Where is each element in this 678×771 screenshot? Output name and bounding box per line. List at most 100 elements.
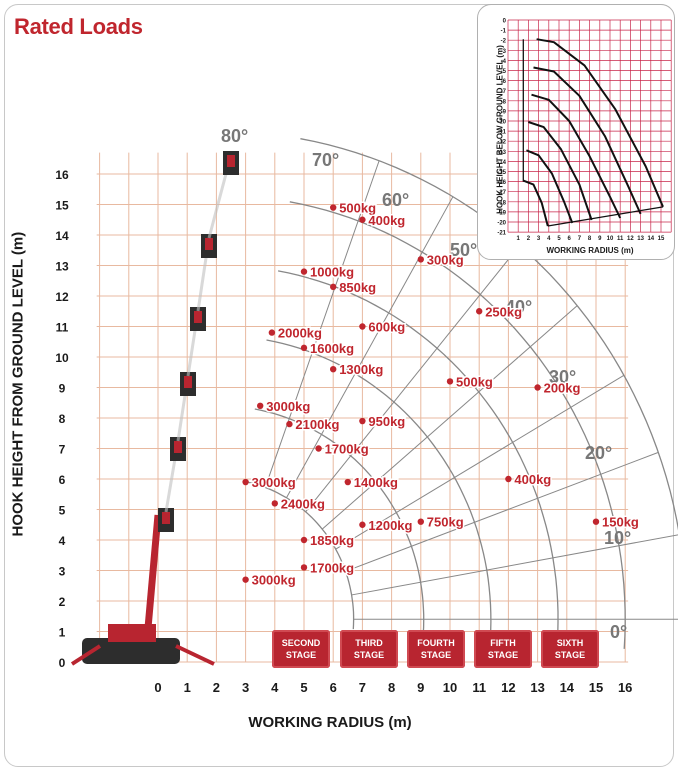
load-point <box>286 420 293 428</box>
y-tick-label: 6 <box>59 473 66 487</box>
x-tick-label: 14 <box>560 680 575 695</box>
inset-y-tick-label: -4 <box>501 59 507 65</box>
inset-y-tick-label: -12 <box>497 140 506 146</box>
angle-label: 10° <box>604 528 631 548</box>
inset-y-tick-label: -20 <box>497 221 506 227</box>
angle-label: 40° <box>505 297 532 317</box>
load-point <box>300 564 308 571</box>
load-value-label: 3000kg <box>252 475 296 490</box>
angle-label: 70° <box>312 150 339 170</box>
load-value-label: 2100kg <box>295 417 339 432</box>
stage-badge-sixth: SIXTH STAGE <box>541 630 599 668</box>
load-point <box>344 478 351 486</box>
crane-hook-block <box>227 155 235 167</box>
x-tick-label: 5 <box>300 680 307 695</box>
x-tick-label: 13 <box>530 680 544 695</box>
load-value-label: 1400kg <box>354 475 398 490</box>
load-value-label: 1850kg <box>310 533 354 548</box>
load-point <box>505 475 512 483</box>
inset-grid <box>507 19 672 233</box>
load-value-label: 500kg <box>339 201 376 216</box>
crane-boom-base <box>144 514 162 629</box>
inset-x-tick-label: 5 <box>557 236 561 242</box>
y-tick-label: 12 <box>55 290 69 304</box>
inset-curve <box>526 149 574 224</box>
stage-badge-third: THIRD STAGE <box>340 630 398 668</box>
below-ground-chart: 0 -1 -2 -3 -4 -5 -6 -7 -8 -9 -10 -11 -12 -13 -14 -15 -16… <box>497 19 672 242</box>
angle-ray <box>345 451 659 572</box>
inset-y-tick-label: -16 <box>497 180 506 186</box>
inset-x-axis-label: WORKING RADIUS (m) <box>546 246 634 255</box>
inset-x-tick-label: 14 <box>647 236 654 242</box>
crane-hook-block <box>184 376 192 388</box>
crane-body <box>108 624 156 642</box>
angle-rays <box>264 160 678 620</box>
load-point <box>476 308 483 315</box>
angle-label: 80° <box>221 126 248 146</box>
inset-y-tick-label: -19 <box>497 210 506 216</box>
y-tick-label: 8 <box>59 412 66 426</box>
crane-hook-block <box>194 311 202 323</box>
y-axis-label: HOOK HEIGHT FROM GROUND LEVEL (m) <box>9 231 27 537</box>
angle-labels: 80° 70° 60° 50° 40° 30° 20° 10° 0° <box>221 126 631 642</box>
load-value-label: 600kg <box>368 320 405 335</box>
stage-arc <box>300 138 678 531</box>
angle-ray <box>264 160 380 488</box>
angle-label: 20° <box>585 443 612 463</box>
y-tick-label: 7 <box>59 443 66 457</box>
page-frame <box>4 4 674 767</box>
crane-track <box>82 638 180 664</box>
inset-x-tick-label: 13 <box>637 236 644 242</box>
load-point <box>359 216 366 223</box>
angle-label: 30° <box>549 367 576 387</box>
y-tick-label: 10 <box>55 351 69 365</box>
load-point <box>359 323 366 330</box>
load-value-label: 1200kg <box>368 518 412 533</box>
load-value-label: 400kg <box>514 472 551 487</box>
load-point <box>359 521 366 528</box>
load-point <box>330 366 337 373</box>
load-value-label: 150kg <box>602 515 639 530</box>
inset-y-tick-label: 0 <box>503 19 507 25</box>
inset-x-tick-label: 1 <box>517 236 521 242</box>
y-tick-label: 0 <box>59 656 66 670</box>
load-value-label: 1600kg <box>310 341 354 356</box>
angle-label: 60° <box>382 190 409 210</box>
load-point <box>257 402 264 409</box>
load-value-label: 400kg <box>368 213 405 228</box>
y-tick-label: 4 <box>59 534 66 548</box>
load-point <box>417 256 424 263</box>
inset-y-tick-label: -5 <box>501 69 507 75</box>
stage-badge-fourth: FOURTH STAGE <box>407 630 465 668</box>
load-value-label: 3000kg <box>252 573 296 588</box>
angle-ray <box>351 534 678 596</box>
x-tick-label: 2 <box>213 680 220 695</box>
crane-hook-block <box>174 441 182 453</box>
load-point <box>417 518 424 525</box>
x-tick-label: 3 <box>242 680 249 695</box>
inset-y-axis-label: HOOK HEIGHT BELOW GROUND LEVEL (m) <box>495 45 505 214</box>
angle-ray <box>286 196 454 499</box>
y-tick-label: 16 <box>55 168 69 182</box>
x-tick-label: 12 <box>501 680 515 695</box>
load-point <box>315 445 322 452</box>
angle-ray <box>305 245 521 513</box>
inset-y-tick-label: -14 <box>497 160 506 166</box>
inset-y-tick-label: -3 <box>501 49 507 55</box>
crane-outrigger <box>70 644 102 666</box>
x-tick-label: 8 <box>388 680 395 695</box>
load-point <box>242 576 249 583</box>
load-value-label: 2000kg <box>278 326 322 341</box>
load-value-label: 250kg <box>485 304 522 319</box>
chart-grid <box>96 152 629 663</box>
load-value-label: 1700kg <box>325 442 369 457</box>
y-tick-label: 11 <box>56 321 69 335</box>
inset-y-tick-label: -7 <box>501 89 507 95</box>
inset-x-tick-label: 9 <box>598 236 602 242</box>
y-tick-label: 15 <box>55 199 69 213</box>
x-tick-label: 15 <box>589 680 603 695</box>
inset-x-tick-label: 6 <box>568 236 572 242</box>
x-tick-label: 7 <box>359 680 366 695</box>
inset-x-tick-label: 3 <box>537 236 541 242</box>
inset-y-tick-label: -18 <box>497 200 506 206</box>
